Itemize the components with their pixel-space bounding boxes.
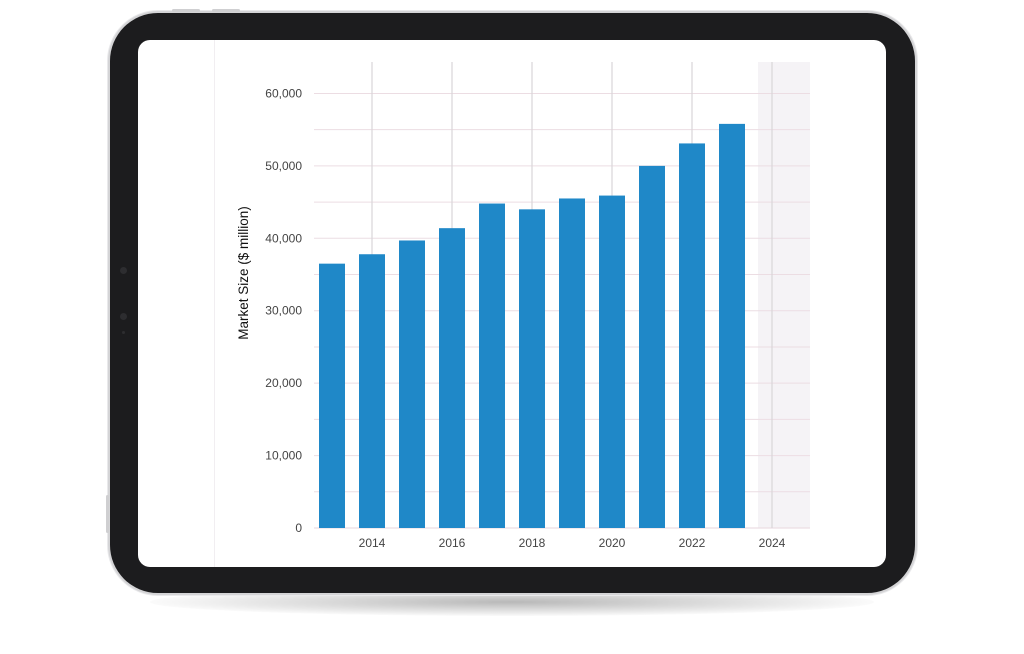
- top-button-right: [212, 9, 240, 12]
- x-axis-ticks: 2014 2016 2018 2020 2022 2024: [359, 536, 786, 550]
- bar-2019: [559, 198, 585, 528]
- y-tick-label: 20,000: [265, 376, 302, 390]
- x-tick-label: 2018: [519, 536, 546, 550]
- y-tick-label: 0: [295, 521, 302, 535]
- y-tick-label: 10,000: [265, 449, 302, 463]
- bar-2017: [479, 203, 505, 528]
- forecast-shade: [758, 62, 810, 528]
- bar-2016: [439, 228, 465, 528]
- camera-icon: [120, 267, 127, 274]
- x-tick-label: 2020: [599, 536, 626, 550]
- plot-left-divider: [214, 40, 215, 567]
- tablet-screen: 0 10,000 20,000 30,000 40,000 50,000 60,000 20…: [138, 40, 886, 567]
- sensor-dot-icon: [122, 331, 125, 334]
- bars: [319, 123, 745, 529]
- bar-2013: [319, 263, 345, 528]
- bar-chart: 0 10,000 20,000 30,000 40,000 50,000 60,000 20…: [214, 40, 810, 567]
- bar-2018: [519, 209, 545, 529]
- y-tick-label: 50,000: [265, 159, 302, 173]
- bar-2015: [399, 240, 425, 528]
- y-axis-label: Market Size ($ million): [236, 206, 251, 340]
- x-tick-label: 2016: [439, 536, 466, 550]
- side-button: [106, 495, 109, 533]
- x-tick-label: 2022: [679, 536, 706, 550]
- top-button-left: [172, 9, 200, 12]
- y-axis-ticks: 0 10,000 20,000 30,000 40,000 50,000 60,000: [265, 86, 302, 535]
- bar-2014: [359, 254, 385, 528]
- bar-2020: [599, 195, 625, 528]
- y-tick-label: 30,000: [265, 304, 302, 318]
- sensor-icon: [120, 313, 127, 320]
- forecast-region: [758, 62, 810, 528]
- x-tick-label: 2024: [759, 536, 786, 550]
- bar-2023: [719, 123, 745, 528]
- x-tick-label: 2014: [359, 536, 386, 550]
- bar-2022: [679, 143, 705, 528]
- y-tick-label: 60,000: [265, 86, 302, 100]
- bar-2021: [639, 165, 665, 528]
- y-tick-label: 40,000: [265, 231, 302, 245]
